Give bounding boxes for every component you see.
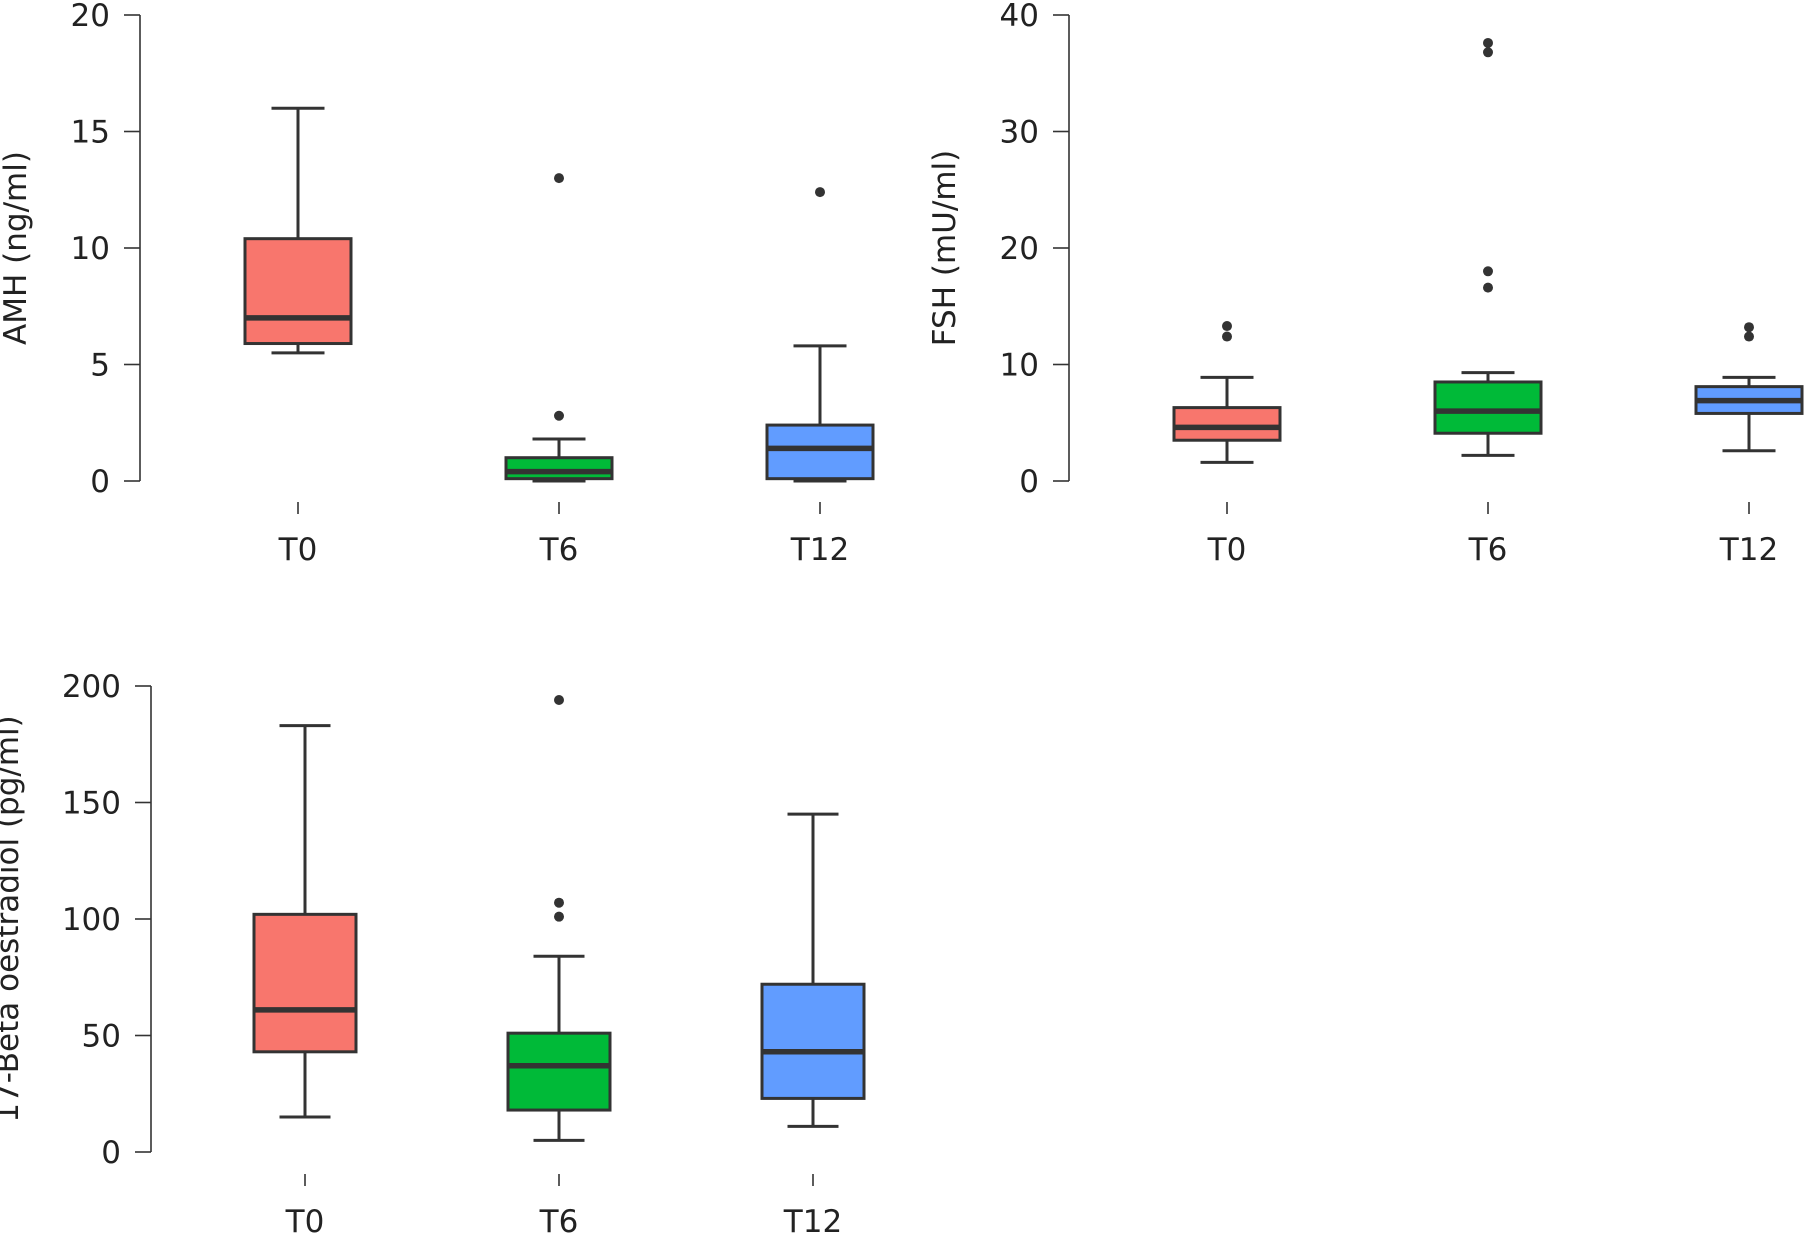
x-tick-label: T6 bbox=[1468, 532, 1508, 568]
x-tick-label: T6 bbox=[539, 532, 579, 568]
x-tick-label: T0 bbox=[278, 532, 318, 568]
y-tick-label: 15 bbox=[71, 115, 110, 151]
outlier-point bbox=[1483, 266, 1493, 277]
outlier-point bbox=[1483, 47, 1493, 58]
x-tick-label: T0 bbox=[1207, 532, 1247, 568]
y-tick-label: 5 bbox=[90, 348, 110, 384]
outlier-point bbox=[1483, 282, 1493, 293]
y-tick-label: 20 bbox=[71, 0, 110, 34]
y-tick-label: 50 bbox=[82, 1019, 121, 1055]
outlier-point bbox=[1222, 331, 1232, 342]
outlier-point bbox=[1222, 321, 1232, 332]
box-t6 bbox=[504, 456, 614, 481]
box-t6 bbox=[1433, 380, 1543, 435]
y-axis-title: 17-Beta oestradiol (pg/ml) bbox=[0, 715, 26, 1122]
panel-oestradiol: 0 50 100 150 200 17-Beta oestradiol (pg/ml) T0… bbox=[0, 669, 866, 1233]
x-tick-label: T6 bbox=[539, 1204, 579, 1233]
box-t0 bbox=[1172, 406, 1282, 442]
y-tick-label: 200 bbox=[62, 669, 121, 705]
y-tick-label: 10 bbox=[71, 231, 110, 267]
outlier-point bbox=[554, 897, 564, 908]
box-t6 bbox=[506, 1031, 612, 1112]
y-tick-label: 0 bbox=[90, 464, 110, 500]
y-tick-label: 20 bbox=[1000, 231, 1039, 267]
box-t0 bbox=[252, 912, 358, 1054]
panel-amh: 0 5 10 15 20 AMH (ng/ml) T0 T6 T12 bbox=[0, 0, 875, 568]
outlier-point bbox=[554, 911, 564, 922]
y-axis-title: AMH (ng/ml) bbox=[0, 151, 34, 345]
box-t12 bbox=[765, 423, 875, 481]
outlier-point bbox=[1744, 331, 1754, 342]
panel-fsh: 0 10 20 30 40 FSH (mU/ml) T0 T6 T12 bbox=[927, 0, 1804, 568]
outlier-point bbox=[554, 173, 564, 184]
y-tick-label: 30 bbox=[1000, 115, 1039, 151]
y-tick-label: 10 bbox=[1000, 348, 1039, 384]
y-tick-label: 0 bbox=[1019, 464, 1039, 500]
outlier-point bbox=[554, 694, 564, 705]
outlier-point bbox=[1483, 37, 1493, 48]
outlier-point bbox=[1744, 322, 1754, 333]
box-t0 bbox=[243, 237, 353, 346]
y-axis-title: FSH (mU/ml) bbox=[927, 150, 963, 346]
box-t12 bbox=[760, 982, 866, 1100]
x-tick-label: T12 bbox=[790, 532, 849, 568]
y-tick-label: 40 bbox=[1000, 0, 1039, 34]
x-tick-label: T0 bbox=[285, 1204, 325, 1233]
y-tick-label: 100 bbox=[62, 902, 121, 938]
outlier-point bbox=[815, 187, 825, 198]
y-tick-label: 0 bbox=[101, 1135, 121, 1171]
x-tick-label: T12 bbox=[783, 1204, 842, 1233]
y-tick-label: 150 bbox=[62, 786, 121, 822]
outlier-point bbox=[554, 410, 564, 421]
x-tick-label: T12 bbox=[1719, 532, 1778, 568]
